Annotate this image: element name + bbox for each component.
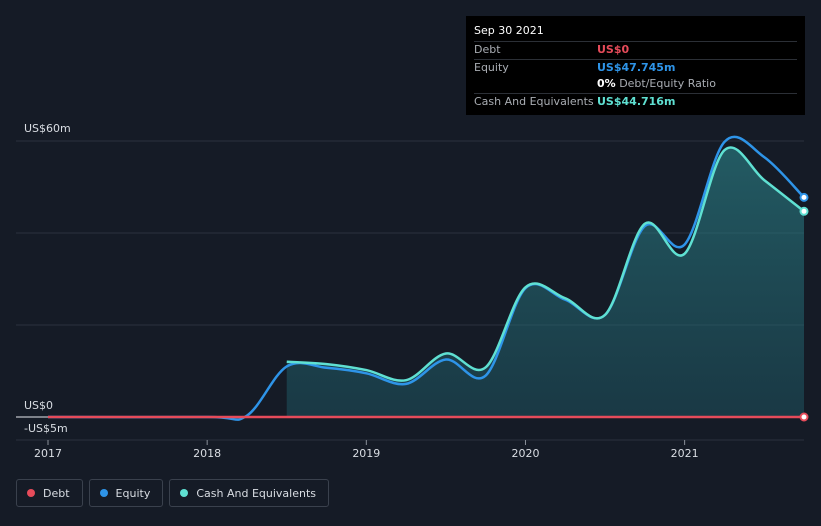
equity-line bbox=[47, 135, 805, 421]
tooltip-label-equity: Equity bbox=[474, 60, 509, 74]
legend-item-equity[interactable]: Equity bbox=[88, 479, 164, 507]
tooltip-value-ratio: 0% bbox=[597, 77, 616, 90]
legend-label-debt: Debt bbox=[43, 486, 70, 500]
tooltip-value-cash: US$44.716m bbox=[597, 94, 676, 108]
y-tick-label: -US$5m bbox=[24, 422, 68, 435]
debt-end-marker bbox=[799, 412, 809, 422]
tooltip-row-ratio: 0% Debt/Equity Ratio bbox=[474, 76, 797, 93]
legend-dot-debt bbox=[27, 489, 35, 497]
legend-label-cash: Cash And Equivalents bbox=[196, 486, 316, 500]
tooltip-label-ratio bbox=[474, 76, 597, 93]
tooltip-row-debt: Debt US$0 bbox=[474, 41, 797, 59]
tooltip-label-debt: Debt bbox=[474, 43, 501, 56]
cash-and-equivalents-line bbox=[286, 146, 805, 382]
chart-legend: Debt Equity Cash And Equivalents bbox=[16, 479, 329, 507]
x-tick-label: 2017 bbox=[34, 447, 62, 460]
cash-area-fill bbox=[286, 147, 805, 417]
tooltip-panel: Sep 30 2021 Debt US$0 Equity US$47.745m … bbox=[466, 16, 805, 115]
tooltip-value-equity: US$47.745m bbox=[597, 60, 676, 74]
y-tick-label: US$60m bbox=[24, 122, 71, 135]
x-tick-label: 2019 bbox=[352, 447, 380, 460]
y-tick-label: US$0 bbox=[24, 399, 53, 412]
tooltip-row-equity: Equity US$47.745m bbox=[474, 58, 797, 77]
legend-item-debt[interactable]: Debt bbox=[16, 479, 83, 507]
x-tick-label: 2020 bbox=[511, 447, 539, 460]
legend-dot-equity bbox=[99, 489, 108, 497]
tooltip-row-cash: Cash And Equivalents US$44.716m bbox=[474, 92, 797, 111]
x-tick-label: 2021 bbox=[671, 447, 699, 460]
tooltip-value-debt: US$0 bbox=[597, 43, 630, 56]
tooltip-date: Sep 30 2021 bbox=[474, 24, 544, 37]
x-tick-label: 2018 bbox=[193, 447, 221, 460]
tooltip-label-cash: Cash And Equivalents bbox=[474, 94, 594, 108]
legend-dot-cash bbox=[180, 489, 189, 497]
tooltip-ratio-suffix: Debt/Equity Ratio bbox=[619, 77, 716, 90]
legend-label-equity: Equity bbox=[115, 486, 151, 500]
equity-end-marker bbox=[799, 192, 809, 202]
cash-and-equivalents-end-marker bbox=[799, 206, 809, 216]
legend-item-cash[interactable]: Cash And Equivalents bbox=[169, 479, 329, 507]
